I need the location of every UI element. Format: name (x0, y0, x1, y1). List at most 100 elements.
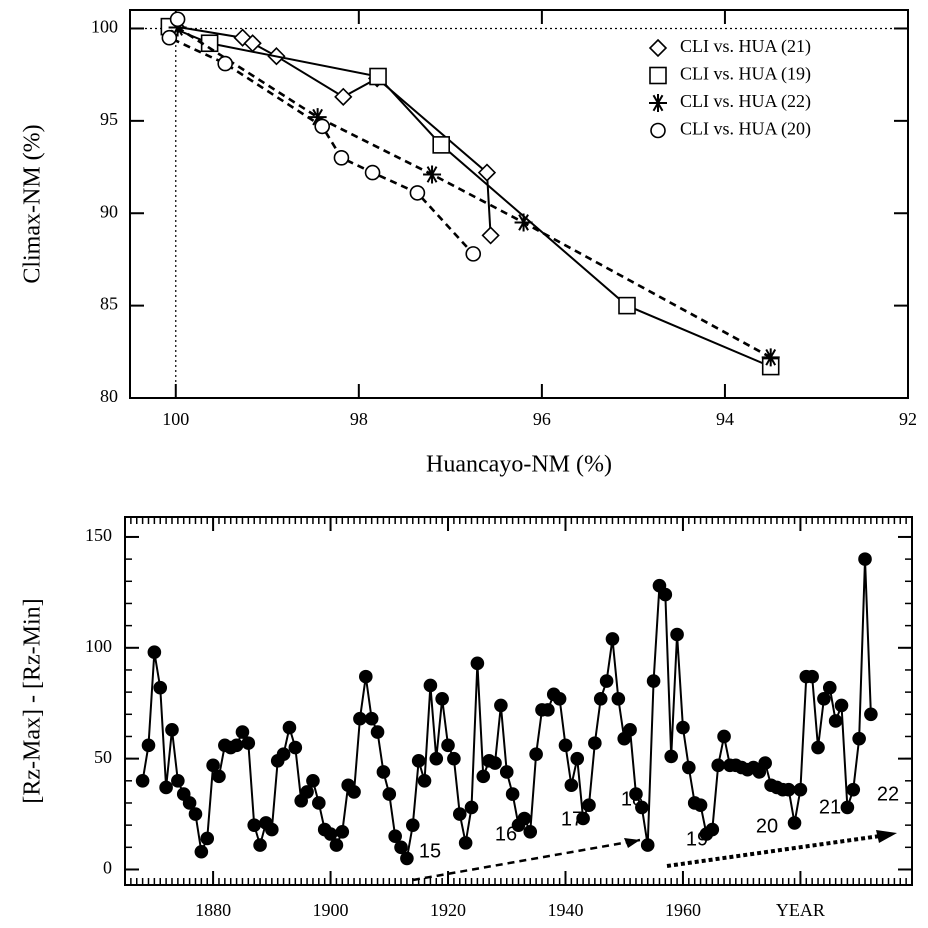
circle-marker (314, 118, 331, 135)
point-marker (171, 774, 185, 788)
y-tick-label: 90 (100, 201, 118, 221)
y-tick-label: 80 (100, 386, 118, 406)
annotation: 22 (877, 783, 899, 805)
point-marker (805, 669, 819, 684)
x-tick-label: 1920 (430, 900, 466, 920)
point-marker (423, 678, 438, 693)
point-marker (640, 838, 655, 852)
annotation: 16 (495, 823, 517, 845)
x-tick-label: 1940 (547, 900, 583, 920)
circle-marker (650, 122, 666, 139)
point-marker (165, 723, 179, 737)
square-marker (618, 296, 636, 315)
star-marker (168, 18, 187, 37)
point-marker (329, 838, 344, 852)
arrow-head (876, 830, 897, 843)
point-marker (705, 822, 720, 837)
x-axis-label: Huancayo-NM (%) (426, 452, 612, 478)
x-tick-label: 98 (350, 409, 368, 429)
annotation: 17 (561, 808, 583, 830)
point-marker (593, 691, 608, 706)
point-marker (288, 740, 303, 755)
square-marker (649, 66, 667, 85)
point-marker (452, 807, 467, 821)
star-marker (423, 165, 442, 184)
annotation: 19 (686, 828, 708, 850)
circle-marker (465, 246, 482, 262)
point-marker (229, 738, 244, 753)
annotation: 15 (419, 840, 441, 862)
point-marker (793, 782, 808, 797)
point-marker (817, 691, 831, 706)
point-marker (840, 800, 855, 815)
point-marker (570, 751, 585, 766)
point-marker (135, 774, 150, 788)
point-marker (441, 738, 455, 753)
point-marker (282, 720, 297, 735)
star-marker (308, 108, 327, 127)
point-marker (159, 780, 173, 795)
point-marker (188, 807, 203, 821)
point-marker (505, 787, 520, 801)
point-marker (335, 824, 350, 839)
cycle-arrow (412, 838, 641, 882)
circle-marker (169, 11, 186, 28)
point-marker (682, 760, 696, 775)
point-marker (306, 774, 320, 788)
point-marker (605, 632, 620, 646)
point-marker (499, 765, 514, 779)
arrow-head (624, 838, 640, 848)
point-marker (599, 674, 614, 688)
point-marker (312, 796, 326, 810)
point-marker (646, 674, 661, 688)
x-tick-label: 1880 (195, 900, 231, 920)
star-marker (649, 94, 667, 112)
point-marker (635, 800, 649, 815)
point-marker (822, 680, 837, 695)
point-marker (153, 680, 168, 695)
circle-marker (161, 29, 178, 46)
point-marker (200, 831, 215, 846)
point-marker (623, 723, 637, 737)
legend-label: CLI vs. HUA (19) (680, 64, 811, 85)
x-tick-label: 1900 (313, 900, 349, 920)
point-marker (206, 758, 220, 773)
point-marker (470, 656, 485, 671)
point-marker (488, 756, 502, 770)
diamond-marker (481, 226, 500, 245)
x-tick-label: 94 (716, 409, 734, 429)
y-tick-label: 150 (85, 525, 112, 545)
point-marker (852, 731, 866, 746)
y-tick-label: 0 (103, 858, 112, 878)
point-marker (552, 691, 567, 706)
square-marker (369, 67, 387, 86)
point-marker (376, 765, 391, 779)
point-marker (517, 811, 532, 826)
point-marker (476, 769, 491, 784)
point-marker (388, 829, 402, 844)
circle-marker (217, 55, 233, 72)
point-marker (781, 782, 796, 797)
y-tick-label: 85 (100, 294, 118, 314)
point-marker (717, 729, 731, 744)
point-marker (147, 645, 162, 660)
annotation: 21 (819, 796, 841, 818)
y-tick-label: 100 (85, 636, 112, 656)
x-tick-label: 96 (533, 409, 551, 429)
x-tick-label: 100 (162, 409, 189, 429)
point-marker (435, 691, 449, 706)
point-marker (182, 796, 197, 810)
point-marker (241, 736, 256, 750)
point-marker (523, 824, 538, 839)
point-marker (858, 552, 872, 566)
circle-marker (409, 185, 426, 201)
point-marker (247, 818, 262, 832)
point-marker (629, 787, 643, 801)
point-marker (611, 691, 626, 706)
point-marker (576, 811, 590, 826)
point-marker (353, 711, 367, 726)
point-marker (464, 800, 479, 815)
point-marker (265, 822, 279, 837)
point-marker (670, 627, 684, 642)
